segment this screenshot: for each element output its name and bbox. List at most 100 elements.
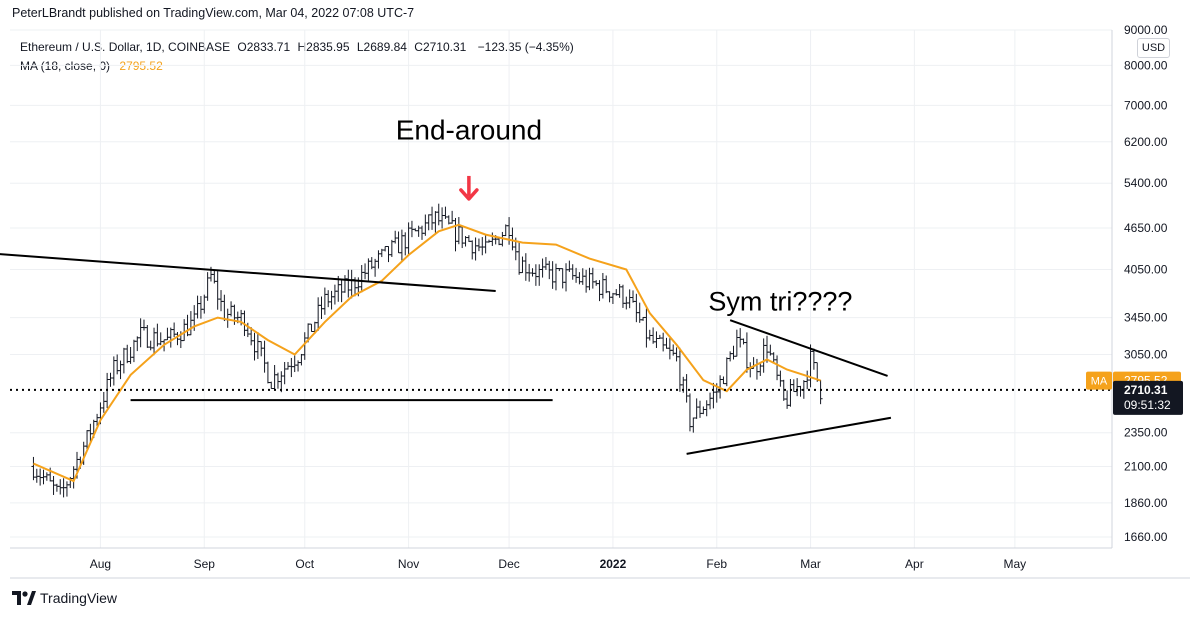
price-bar bbox=[155, 323, 160, 347]
symbol-legend: Ethereum / U.S. Dollar, 1D, COINBASE O28… bbox=[20, 40, 574, 54]
price-bar bbox=[346, 269, 351, 298]
price-bar bbox=[423, 214, 428, 236]
price-bar bbox=[684, 374, 689, 403]
price-bar bbox=[326, 290, 331, 308]
price-bar bbox=[708, 392, 713, 410]
ma-price-badge: MA 2795.52 bbox=[1086, 371, 1181, 390]
price-bar bbox=[537, 264, 542, 286]
countdown-value: 09:51:32 bbox=[1124, 398, 1171, 412]
trendline bbox=[686, 416, 892, 455]
price-bars bbox=[31, 203, 823, 498]
price-bar bbox=[597, 280, 602, 302]
price-bar bbox=[587, 267, 592, 291]
price-bar bbox=[701, 406, 706, 415]
price-bar bbox=[121, 347, 126, 374]
price-bar bbox=[476, 238, 481, 252]
price-bar bbox=[54, 483, 59, 492]
price-bar bbox=[342, 275, 347, 293]
price-bar bbox=[711, 382, 716, 409]
price-bar bbox=[205, 272, 210, 301]
x-tick-label: May bbox=[1004, 557, 1027, 571]
price-bar bbox=[721, 376, 726, 385]
price-bar bbox=[403, 232, 408, 256]
currency-button[interactable]: USD bbox=[1137, 38, 1170, 58]
price-bar bbox=[550, 261, 555, 289]
price-bar bbox=[436, 203, 441, 226]
ma-legend-value: 2795.52 bbox=[119, 59, 163, 73]
price-bar bbox=[818, 379, 823, 405]
price-bar bbox=[363, 263, 368, 280]
ma-line bbox=[33, 223, 821, 483]
price-bar bbox=[610, 292, 615, 304]
price-bar bbox=[594, 280, 599, 286]
y-tick-label: 3050.00 bbox=[1124, 348, 1168, 362]
trendlines bbox=[0, 253, 1112, 455]
price-bar bbox=[778, 370, 783, 387]
price-bar bbox=[128, 347, 133, 364]
y-tick-label: 7000.00 bbox=[1124, 98, 1168, 112]
symbol-name[interactable]: Ethereum / U.S. Dollar, 1D, COINBASE bbox=[20, 40, 231, 54]
price-bar bbox=[808, 344, 813, 388]
price-bar bbox=[376, 250, 381, 269]
price-bar bbox=[754, 358, 759, 380]
price-bar bbox=[564, 263, 569, 292]
price-bar bbox=[698, 400, 703, 418]
x-tick-label: Sep bbox=[194, 557, 216, 571]
price-bar bbox=[540, 258, 545, 278]
price-bar bbox=[560, 268, 565, 289]
price-bar bbox=[272, 364, 277, 391]
price-bar bbox=[125, 344, 130, 364]
price-bar bbox=[694, 398, 699, 419]
tradingview-logo-icon bbox=[12, 591, 36, 605]
price-bar bbox=[470, 240, 475, 260]
price-bar bbox=[520, 256, 525, 274]
price-bar bbox=[631, 290, 636, 303]
price-bar bbox=[567, 260, 572, 272]
ma-badge-label: MA bbox=[1091, 376, 1108, 388]
x-tick-label: Feb bbox=[706, 557, 727, 571]
price-bar bbox=[118, 360, 123, 380]
price-bar bbox=[590, 267, 595, 289]
price-bar bbox=[704, 400, 709, 417]
ma-line-group bbox=[33, 223, 821, 483]
y-tick-label: 2350.00 bbox=[1124, 426, 1168, 440]
price-bar bbox=[64, 481, 69, 497]
price-bar bbox=[731, 345, 736, 360]
y-tick-label: 8000.00 bbox=[1124, 58, 1168, 72]
price-bar bbox=[219, 290, 224, 312]
tradingview-logo[interactable]: TradingView bbox=[12, 590, 117, 606]
price-bar bbox=[332, 284, 337, 305]
annotation-end-around: End-around bbox=[396, 114, 542, 145]
x-tick-label: Mar bbox=[800, 557, 821, 571]
price-bar bbox=[172, 322, 177, 338]
price-bar bbox=[627, 289, 632, 309]
price-bar bbox=[115, 354, 120, 375]
price-bar bbox=[108, 372, 113, 387]
price-bar bbox=[734, 329, 739, 357]
ma-label[interactable]: MA (18, close, 0) bbox=[20, 59, 111, 73]
price-bar bbox=[416, 225, 421, 237]
price-bar bbox=[44, 472, 49, 481]
low-value: L2689.84 bbox=[356, 40, 407, 54]
price-bar bbox=[393, 230, 398, 244]
price-bar bbox=[141, 319, 146, 331]
price-bar bbox=[644, 308, 649, 348]
price-bar bbox=[738, 328, 743, 348]
price-bar bbox=[775, 355, 780, 381]
price-bar bbox=[574, 267, 579, 283]
price-bar bbox=[329, 290, 334, 310]
price-bar bbox=[604, 275, 609, 294]
price-bar bbox=[620, 284, 625, 308]
y-tick-label: 3450.00 bbox=[1124, 311, 1168, 325]
price-bar bbox=[389, 239, 394, 257]
price-bar bbox=[433, 211, 438, 233]
price-bar bbox=[617, 283, 622, 298]
price-bar bbox=[523, 253, 528, 281]
high-value: H2835.95 bbox=[297, 40, 350, 54]
ma-legend: MA (18, close, 0) 2795.52 bbox=[20, 59, 163, 73]
x-tick-label: Aug bbox=[90, 557, 111, 571]
price-bar bbox=[292, 355, 297, 373]
